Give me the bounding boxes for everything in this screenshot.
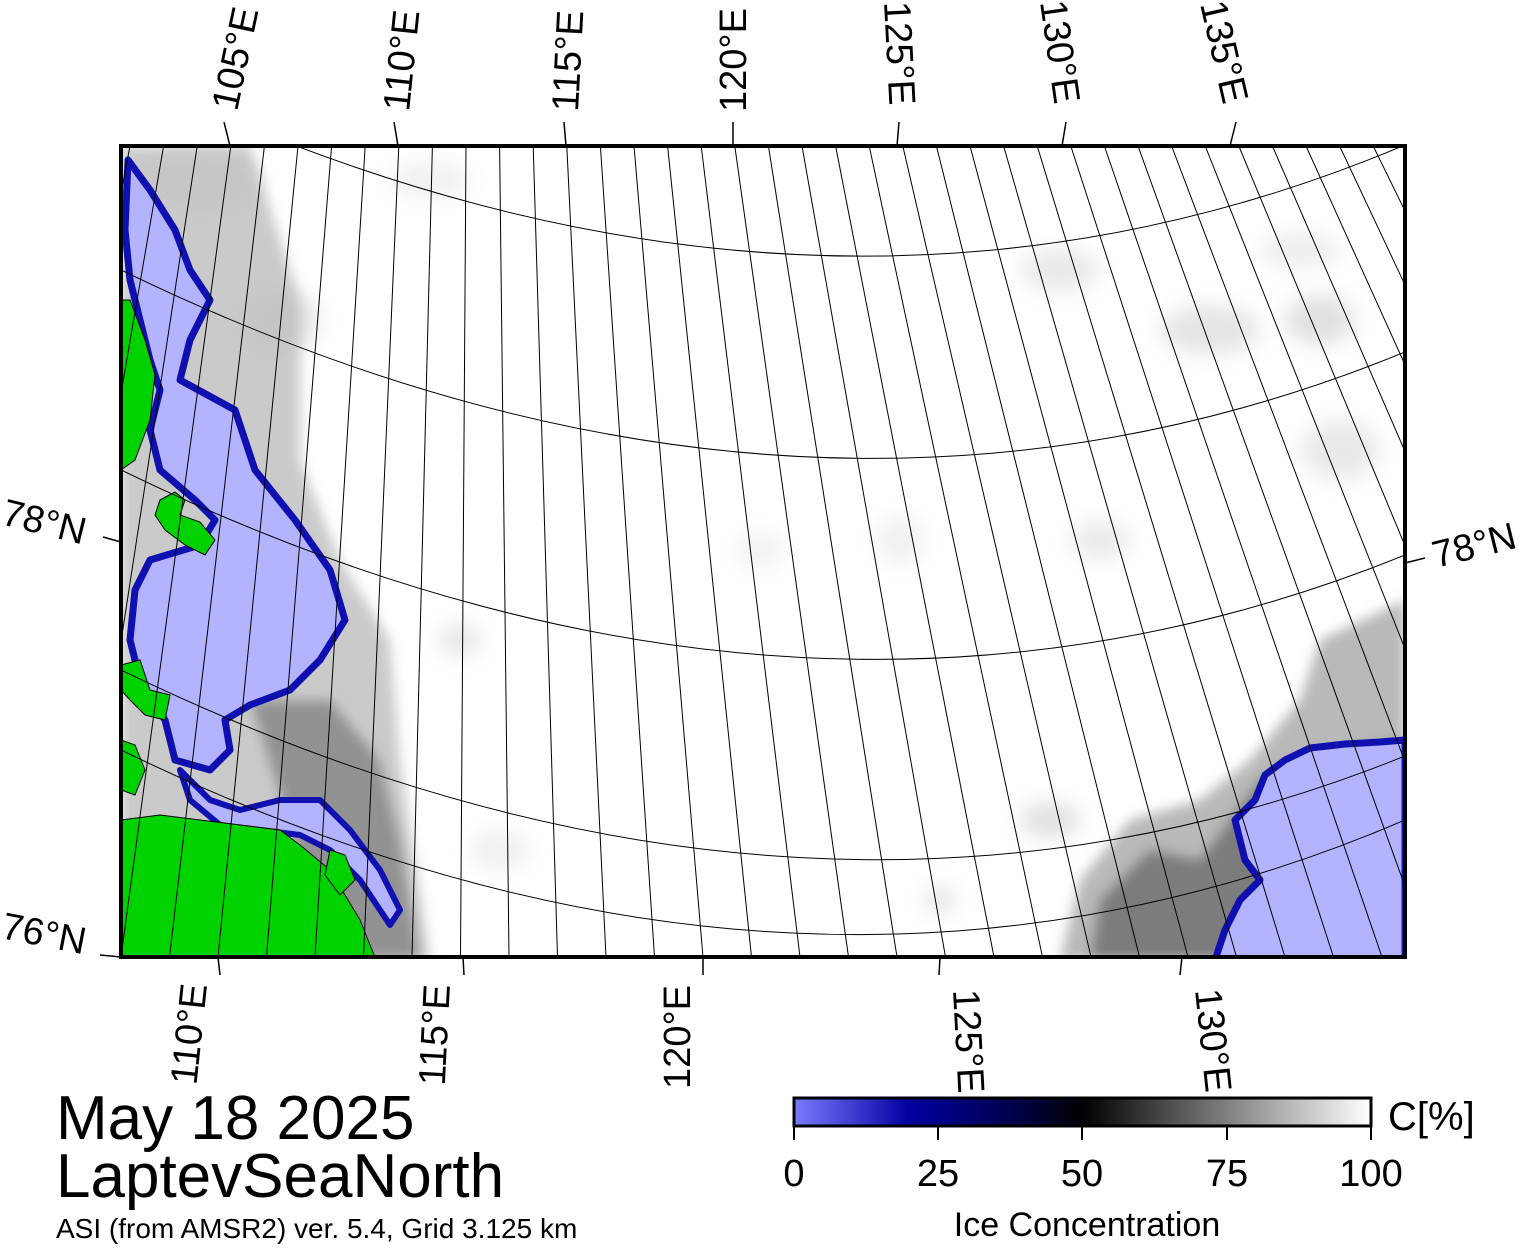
top-lon-label: 110°E [376,8,428,113]
meridian-line [1103,146,1383,957]
meridian-line [121,146,198,645]
top-lon-label: 130°E [1031,0,1087,106]
meridian-line [499,146,510,957]
colorbar-gradient [792,1096,1373,1128]
meridian-line [902,146,1092,957]
meridian-line [700,146,801,957]
meridian-line [532,146,558,957]
top-lon-label: 125°E [875,0,922,106]
meridian-line [599,146,655,957]
meridian-line [169,146,265,957]
meridian-line [935,146,1140,957]
latitude-lines [121,146,1405,936]
bottom-lon-label: 110°E [164,982,216,1087]
top-lon-label: 105°E [205,3,268,113]
top-longitude-labels: 105°E 110°E 115°E 120°E 125°E 130°E 135°… [205,0,1256,114]
map-date: May 18 2025 [56,1084,415,1153]
meridian-line [363,146,400,957]
meridian-line [217,146,299,957]
meridian-line [1070,146,1334,957]
colorbar-title: Ice Concentration [954,1206,1221,1244]
meridian-line [1171,146,1405,764]
polynya-west [121,156,349,774]
top-lon-label: 120°E [713,8,755,112]
colorbar-tick-label: 0 [783,1153,804,1195]
meridian-line [1238,146,1405,548]
meridian-line [1003,146,1237,957]
lat-label-left-78: 78°N [0,492,90,553]
data-source-note: ASI (from AMSR2) ver. 5.4, Grid 3.125 km [56,1213,578,1244]
region-name: LaptevSeaNorth [56,1142,505,1211]
colorbar-tick-label: 25 [917,1153,959,1195]
longitude-lines [121,146,1405,957]
lat-label-left-76: 76°N [0,906,90,963]
bottom-lon-label: 120°E [657,985,699,1089]
map-frame [119,144,1407,959]
meridian-line [121,146,232,957]
bottom-lon-label: 125°E [944,988,991,1094]
meridian-line [1305,146,1405,366]
meridian-line [411,146,433,957]
lat-label-right-78: 78°N [1428,515,1521,576]
bottom-longitude-labels: 110°E 115°E 120°E 125°E 130°E [164,982,1239,1095]
meridian-line [801,146,946,957]
meridian-line [1036,146,1286,957]
meridian-line [566,146,607,957]
meridian-line [868,146,1043,957]
top-lon-label: 115°E [545,9,592,112]
meridian-line [734,146,849,957]
meridian-line [1271,146,1405,453]
colorbar-tick-label: 100 [1339,1153,1402,1195]
meridian-line [460,146,467,957]
colorbar-tick-label: 75 [1206,1153,1248,1195]
colorbar-unit: C[%] [1388,1095,1475,1139]
colorbar-tick-label: 50 [1061,1153,1103,1195]
meridian-line [266,146,333,957]
meridian-line [767,146,898,957]
top-lon-label: 135°E [1191,0,1255,107]
meridian-line [633,146,704,957]
meridian-line [314,146,366,957]
meridian-line [1204,146,1405,651]
meridian-line [1137,146,1405,888]
polynya-east [1212,736,1405,957]
label-ticks [99,121,1426,976]
colorbar: 0 25 50 75 100 C[%] Ice Concentration [783,1095,1474,1244]
meridian-line [667,146,752,957]
meridian-line [969,146,1189,957]
meridian-line [121,146,165,397]
bottom-lon-label: 115°E [412,983,459,1086]
meridian-line [835,146,995,957]
meridian-line [121,146,131,196]
bottom-lon-label: 130°E [1186,987,1239,1095]
